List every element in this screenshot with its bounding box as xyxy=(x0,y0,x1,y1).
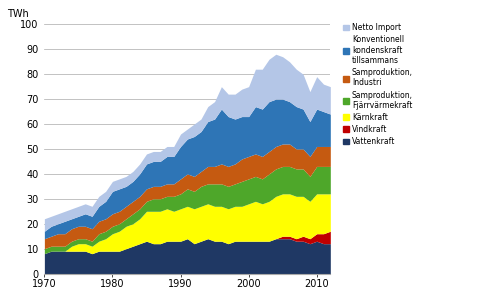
Legend: Netto Import, Konventionell
kondenskraft
tillsammans, Samproduktion,
Industri, S: Netto Import, Konventionell kondenskraft… xyxy=(343,23,413,146)
Text: TWh: TWh xyxy=(7,9,29,19)
